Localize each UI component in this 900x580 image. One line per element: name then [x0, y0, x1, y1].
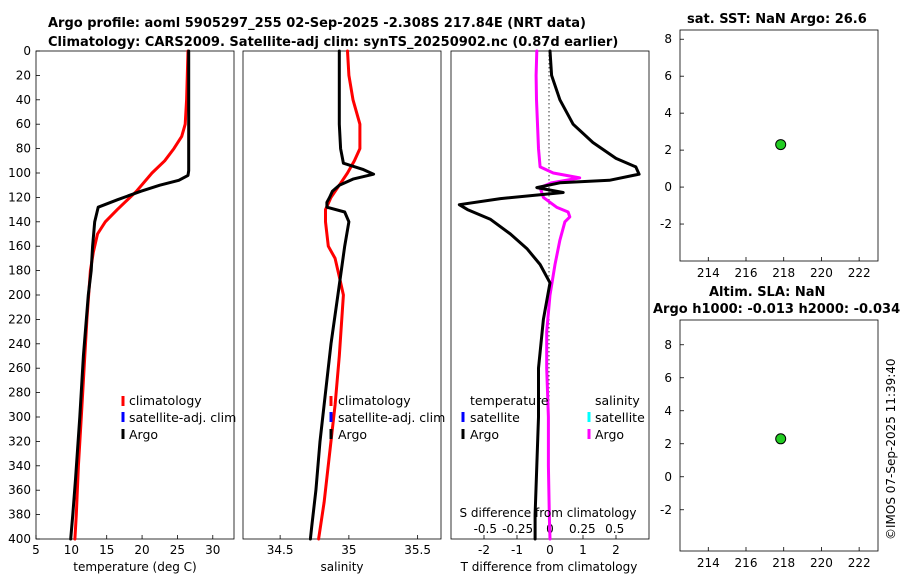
temp-legend: climatology satellite-adj. clim Argo [121, 393, 236, 442]
temp-x-tick-label: 25 [170, 543, 185, 557]
depth-tick-label: 140 [8, 215, 31, 229]
temp-argo-line [69, 49, 191, 541]
legend-diff-s-satellite: satellite [595, 410, 645, 425]
sst-x-tick-label: 222 [848, 266, 871, 280]
diff-salinity-argo-line [534, 49, 582, 541]
diff-x-tick-label: 1 [579, 543, 587, 557]
sal-argo-line [308, 49, 376, 541]
legend-sal-argo: Argo [338, 427, 367, 442]
legend-diff-s-argo: Argo [595, 427, 624, 442]
sst-y-tick-label: 8 [664, 32, 672, 46]
timestamp: ©IMOS 07-Sep-2025 11:39:40 [884, 358, 898, 540]
depth-tick-label: 220 [8, 312, 31, 326]
legend-diff-t-satellite: satellite [470, 410, 520, 425]
depth-tick-label: 0 [23, 44, 31, 58]
depth-tick-label: 40 [16, 93, 31, 107]
sla-x-tick-label: 216 [735, 556, 758, 570]
depth-tick-label: 240 [8, 337, 31, 351]
diff-x2-tick-label: -0.5 [474, 522, 497, 536]
legend-diff-head-salinity: salinity [595, 393, 640, 408]
sst-argo-marker [775, 139, 787, 151]
depth-tick-label: 60 [16, 117, 31, 131]
sla-x-tick-label: 218 [772, 556, 795, 570]
legend-sal-climatology: climatology [338, 393, 411, 408]
diff-xlabel: T difference from climatology [460, 560, 638, 574]
legend-temp-argo: Argo [129, 427, 158, 442]
sal-climatology-line [317, 49, 362, 541]
depth-tick-label: 360 [8, 483, 31, 497]
temp-climatology-line [73, 49, 190, 541]
sal-x-tick-label: 34.5 [267, 543, 294, 557]
diff-legend: temperature salinity satellite Argo sate… [461, 393, 645, 442]
legend-temp-satellite: satellite-adj. clim [129, 410, 236, 425]
sla-title-1: Altim. SLA: NaN [709, 285, 825, 300]
diff-x-tick-label: 0 [546, 543, 554, 557]
sal-legend: climatology satellite-adj. clim Argo [329, 393, 445, 442]
sst-title: sat. SST: NaN Argo: 26.6 [687, 12, 867, 27]
depth-tick-label: 100 [8, 166, 31, 180]
depth-tick-label: 400 [8, 532, 31, 546]
depth-tick-label: 160 [8, 239, 31, 253]
sla-argo-marker [775, 433, 787, 445]
sst-y-tick-label: 6 [664, 69, 672, 83]
sla-y-tick-label: 4 [664, 404, 672, 418]
sla-title-2: Argo h1000: -0.013 h2000: -0.034 [653, 302, 900, 317]
depth-tick-label: 300 [8, 410, 31, 424]
diff-x-tick-label: -2 [478, 543, 490, 557]
temp-xlabel: temperature (deg C) [73, 560, 196, 574]
sst-y-tick-label: -2 [660, 217, 672, 231]
sal-x-tick-label: 35 [341, 543, 356, 557]
depth-tick-label: 120 [8, 190, 31, 204]
title-line-1: Argo profile: aoml 5905297_255 02-Sep-20… [48, 16, 586, 31]
sla-y-tick-label: 6 [664, 371, 672, 385]
temp-axes-frame [35, 50, 235, 540]
sst-x-tick-label: 220 [810, 266, 833, 280]
temp-x-tick-label: 10 [64, 543, 79, 557]
sal-axes-frame [242, 50, 442, 540]
diff-x2-tick-label: -0.25 [502, 522, 533, 536]
depth-tick-label: 340 [8, 459, 31, 473]
sst-y-tick-label: 2 [664, 143, 672, 157]
sst-y-tick-label: 4 [664, 106, 672, 120]
diff-x2-tick-label: 0.5 [605, 522, 624, 536]
title-line-2: Climatology: CARS2009. Satellite-adj cli… [48, 35, 618, 50]
diff-x2label: S difference from climatology [460, 506, 637, 520]
depth-tick-label: 20 [16, 68, 31, 82]
temp-x-tick-label: 15 [99, 543, 114, 557]
diff-x-tick-label: -1 [511, 543, 523, 557]
sal-xlabel: salinity [320, 560, 363, 574]
sla-y-tick-label: -2 [660, 503, 672, 517]
sal-x-tick-label: 35.5 [404, 543, 431, 557]
diff-x-tick-label: 2 [612, 543, 620, 557]
sla-y-tick-label: 2 [664, 437, 672, 451]
temp-x-tick-label: 5 [32, 543, 40, 557]
diff-x2-tick-label: 0.25 [569, 522, 596, 536]
legend-temp-climatology: climatology [129, 393, 202, 408]
temp-x-tick-label: 20 [134, 543, 149, 557]
depth-tick-label: 320 [8, 434, 31, 448]
sla-axes-frame [679, 319, 879, 552]
temp-x-tick-label: 30 [205, 543, 220, 557]
legend-diff-t-argo: Argo [470, 427, 499, 442]
sst-x-tick-label: 214 [697, 266, 720, 280]
sst-x-tick-label: 218 [772, 266, 795, 280]
legend-diff-head-temperature: temperature [470, 393, 549, 408]
sla-y-tick-label: 0 [664, 470, 672, 484]
diff-temperature-argo-line [457, 49, 641, 541]
sst-axes-frame [679, 29, 879, 262]
sla-x-tick-label: 222 [848, 556, 871, 570]
legend-sal-satellite: satellite-adj. clim [338, 410, 445, 425]
sla-x-tick-label: 214 [697, 556, 720, 570]
sst-y-tick-label: 0 [664, 180, 672, 194]
sla-x-tick-label: 220 [810, 556, 833, 570]
depth-tick-label: 80 [16, 142, 31, 156]
sla-y-tick-label: 8 [664, 338, 672, 352]
depth-tick-label: 380 [8, 508, 31, 522]
depth-tick-label: 260 [8, 361, 31, 375]
depth-tick-label: 180 [8, 264, 31, 278]
sst-x-tick-label: 216 [735, 266, 758, 280]
depth-tick-label: 200 [8, 288, 31, 302]
depth-tick-label: 280 [8, 386, 31, 400]
